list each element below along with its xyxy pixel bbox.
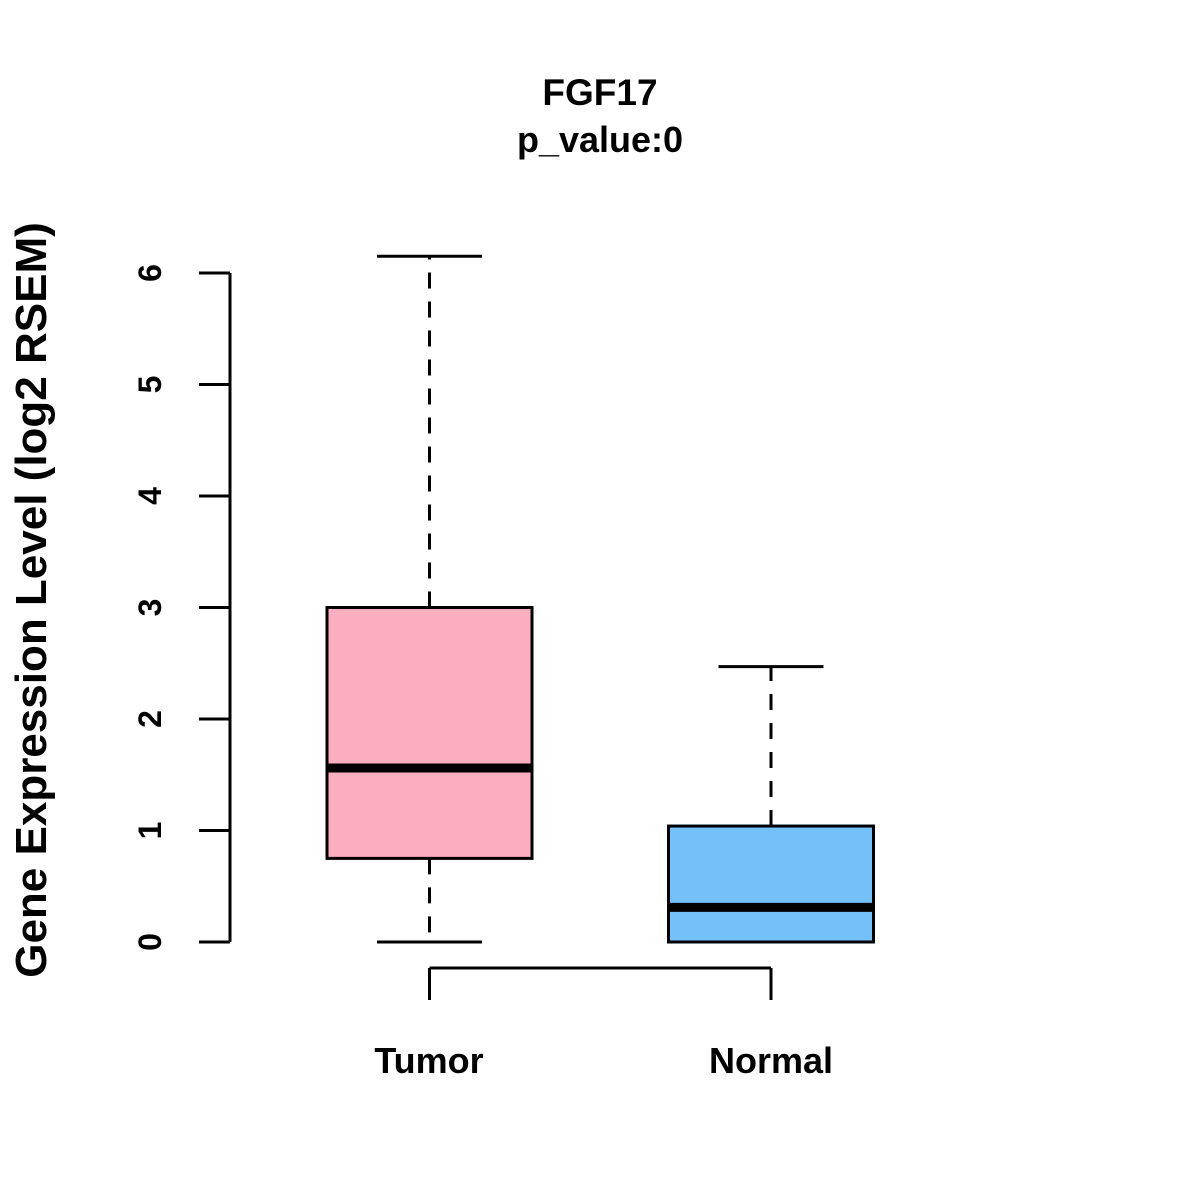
- y-axis-tick-label: 6: [132, 264, 168, 282]
- y-axis-tick-label: 0: [132, 933, 168, 951]
- x-category-label-normal: Normal: [708, 1040, 834, 1081]
- tumor-box: [325, 606, 534, 860]
- x-category-label-tumor: Tumor: [374, 1040, 484, 1081]
- normal-box: [667, 824, 875, 944]
- y-axis-tick-label: 2: [132, 710, 168, 728]
- y-axis-tick-label: 5: [132, 376, 168, 394]
- chart-subtitle: p_value:0: [516, 119, 684, 160]
- y-axis-tick-label: 1: [132, 822, 168, 840]
- chart-title: FGF17: [542, 72, 658, 113]
- y-axis-tick-label: 3: [132, 599, 168, 617]
- y-axis-tick-label: 4: [132, 487, 168, 505]
